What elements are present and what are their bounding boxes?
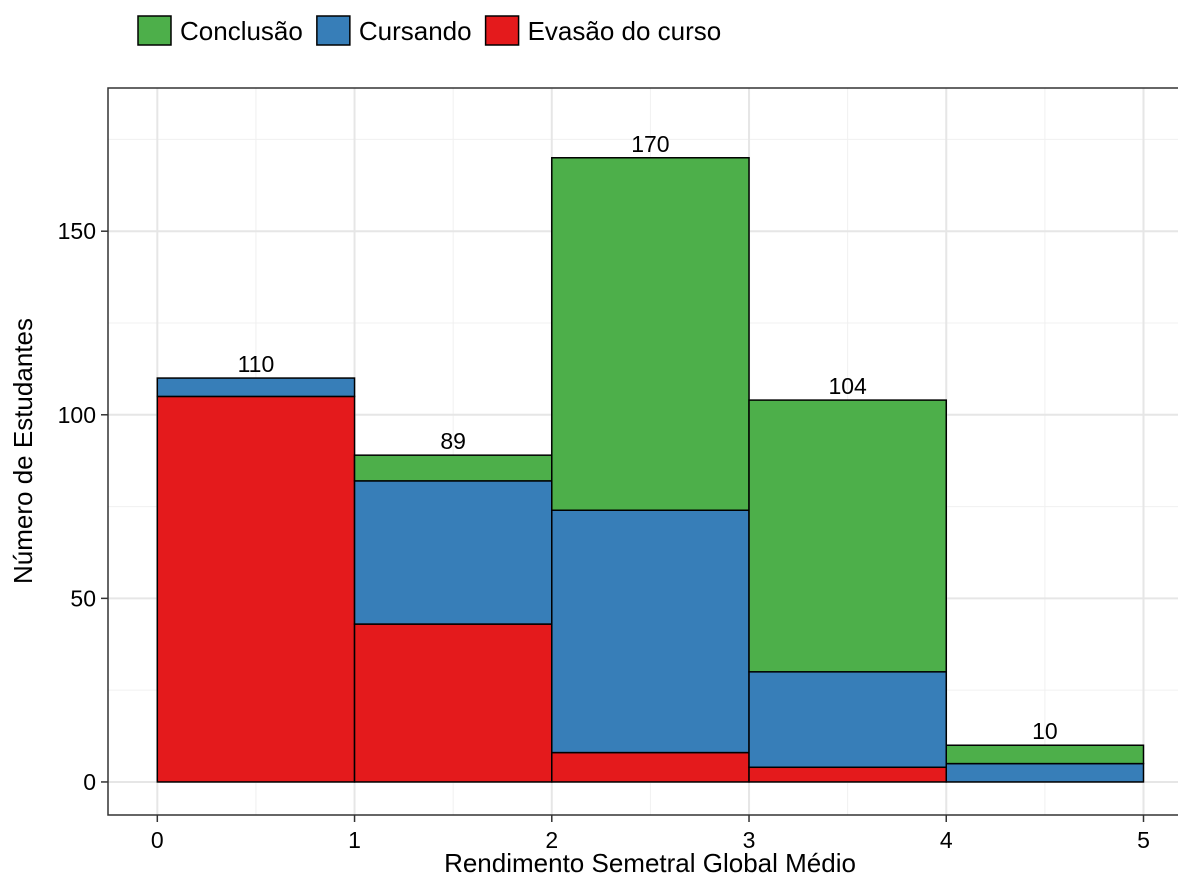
legend-label: Conclusão: [180, 16, 303, 46]
x-axis-title: Rendimento Semetral Global Médio: [444, 848, 856, 878]
x-tick-label: 4: [940, 827, 953, 853]
bar-segment: [945, 744, 1145, 765]
bar-segment: [551, 751, 750, 783]
legend-label: Cursando: [359, 16, 472, 46]
bar-total-label: 170: [631, 131, 669, 157]
bar-segment: [748, 671, 948, 769]
bar-total-label: 110: [238, 351, 275, 377]
x-tick-label: 5: [1137, 827, 1150, 853]
bar-total-label: 89: [440, 428, 466, 454]
y-tick-label: 50: [70, 585, 96, 611]
bar-total-labels: 110 89 170 104 10: [238, 131, 1058, 744]
panel-border: [107, 87, 1178, 816]
bar-segment: [748, 399, 948, 673]
legend-key: [484, 15, 520, 46]
y-tick-label: 0: [83, 769, 96, 795]
bar-segment: [156, 377, 356, 398]
y-axis-title: Número de Estudantes: [8, 318, 38, 584]
bar-segment: [551, 509, 750, 754]
bar-segment: [748, 766, 948, 783]
legend-label: Evasão do curso: [528, 16, 722, 46]
legend-key: [316, 15, 351, 46]
y-tick-label: 100: [58, 402, 96, 428]
x-tick-label: 3: [743, 827, 756, 853]
bar-total-label: 104: [828, 373, 867, 399]
legend-key: [137, 15, 172, 46]
bar-segment: [156, 395, 356, 783]
legend: Conclusão Cursando Evasão do curso: [137, 15, 722, 46]
bar-segment: [551, 157, 750, 511]
bars: [156, 157, 1145, 783]
x-tick-label: 2: [545, 827, 558, 853]
x-tick-label: 0: [151, 827, 164, 853]
bar-segment: [945, 762, 1145, 783]
bar-total-label: 10: [1032, 718, 1058, 744]
bar-segment: [353, 623, 553, 783]
x-tick-label: 1: [348, 827, 361, 853]
bar-segment: [353, 454, 553, 482]
y-tick-label: 150: [58, 218, 96, 244]
bar-segment: [353, 480, 553, 625]
